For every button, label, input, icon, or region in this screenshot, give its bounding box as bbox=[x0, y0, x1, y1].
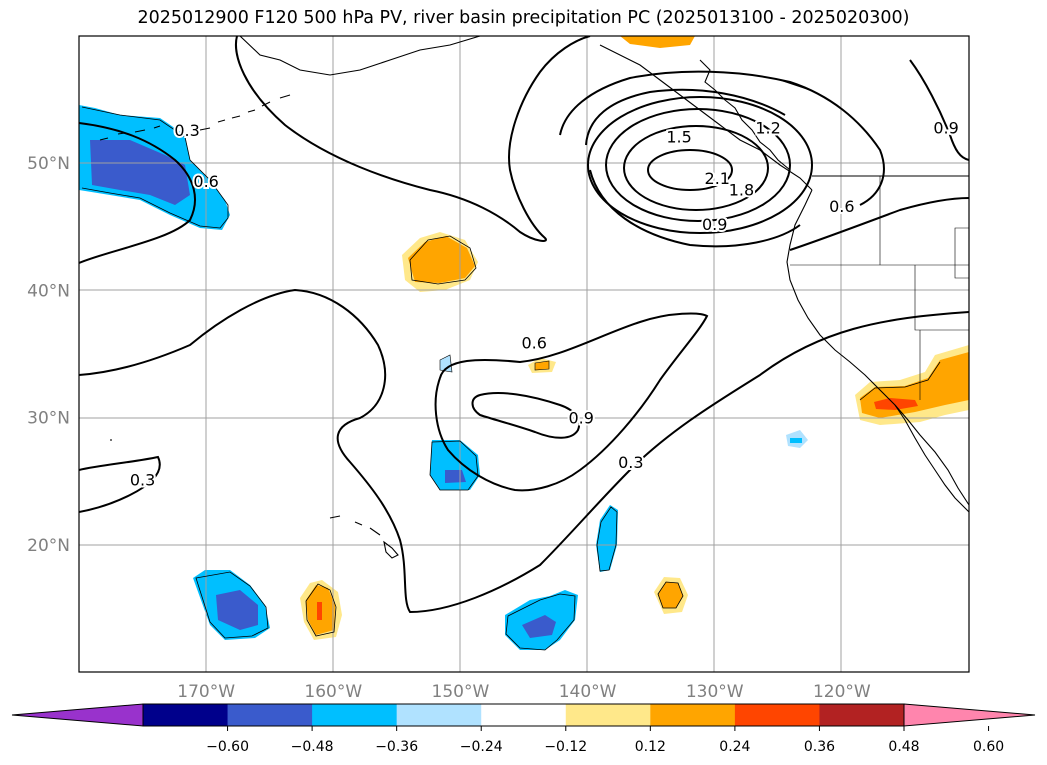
latitude-label: 50°N bbox=[27, 154, 70, 174]
latitude-label: 20°N bbox=[27, 536, 70, 556]
longitude-labels: 170°W 160°W 150°W 140°W 130°W 120°W bbox=[177, 682, 871, 702]
graticule bbox=[79, 36, 969, 672]
colorbar-extend-high bbox=[903, 703, 1036, 727]
longitude-label: 140°W bbox=[559, 682, 617, 702]
pv-contour-2.1 bbox=[647, 149, 733, 191]
pv-contour-0.6-northeast bbox=[789, 197, 969, 251]
precip-blob-positive bbox=[408, 236, 475, 283]
pv-contour-0.9-trough bbox=[589, 169, 801, 248]
precip-outline-contour bbox=[429, 440, 479, 491]
colorbar-segment bbox=[312, 704, 398, 726]
precip-blob-negative bbox=[790, 438, 802, 443]
precip-blob-negative bbox=[216, 590, 258, 630]
precip-blob-positive bbox=[657, 581, 684, 609]
colorbar-tick-label: 0.60 bbox=[973, 739, 1004, 755]
precip-outline-contour bbox=[505, 593, 576, 651]
precip-blob-positive bbox=[620, 36, 695, 48]
contour-label: 1.8 bbox=[729, 181, 754, 200]
contour-label: 0.9 bbox=[933, 118, 958, 137]
colorbar-segment bbox=[565, 704, 651, 726]
contour-label: 0.6 bbox=[193, 172, 218, 191]
map-title: 2025012900 F120 500 hPa PV, river basin … bbox=[137, 8, 910, 28]
pv-contour-0.3-central bbox=[79, 288, 969, 614]
colorbar-tick-label: 0.36 bbox=[804, 739, 835, 755]
colorbar-segment bbox=[396, 704, 482, 726]
precip-blob-negative bbox=[522, 615, 556, 638]
precip-outline-contour bbox=[81, 106, 229, 229]
latitude-label: 30°N bbox=[27, 409, 70, 429]
map-frame bbox=[78, 35, 970, 673]
colorbar-tick-label: 0.48 bbox=[888, 739, 919, 755]
contour-label: 0.3 bbox=[174, 121, 199, 140]
pv-contour-0.6-ridge bbox=[559, 70, 885, 206]
alaska-coast bbox=[239, 36, 481, 76]
contour-label: 0.3 bbox=[130, 471, 155, 490]
contour-label: 1.5 bbox=[666, 127, 691, 146]
precip-blob-positive bbox=[317, 602, 322, 620]
contour-label: 0.9 bbox=[568, 408, 593, 427]
baja-california-coast bbox=[894, 404, 969, 513]
colorbar-tick-label: 0.12 bbox=[635, 739, 666, 755]
precip-outline-contour bbox=[305, 583, 337, 637]
pv-contour-1.5 bbox=[605, 108, 791, 222]
coastlines bbox=[99, 36, 969, 559]
colorbar-segment bbox=[227, 704, 313, 726]
hawaii-islands bbox=[329, 515, 399, 559]
colorbar-tick-label: 0.24 bbox=[719, 739, 750, 755]
colorbar: −0.60 −0.48 −0.36 −0.24 −0.12 0.12 0.24 0.36 0.4… bbox=[11, 703, 1036, 755]
colorbar-tick-label: −0.24 bbox=[460, 739, 503, 755]
precip-blob-negative bbox=[430, 440, 480, 490]
us-state-borders bbox=[790, 176, 969, 400]
longitude-label: 170°W bbox=[177, 682, 235, 702]
precip-outline-contour bbox=[596, 506, 618, 572]
precip-outline-contour bbox=[409, 235, 477, 285]
pv-contour-0.3-southwest bbox=[79, 455, 161, 513]
precip-outline-contour bbox=[195, 571, 269, 639]
pv-contour-0.9-central bbox=[471, 392, 580, 439]
contour-labels: 0.30.60.30.60.90.31.5 1.22.11.80.90.60.9 bbox=[128, 116, 961, 491]
contour-label: 0.6 bbox=[521, 333, 546, 352]
colorbar-segment bbox=[734, 704, 820, 726]
precip-blob-positive bbox=[534, 360, 550, 371]
colorbar-extend-low bbox=[11, 703, 144, 727]
colorbar-segment bbox=[143, 704, 229, 726]
aleutian-islands bbox=[99, 94, 291, 141]
precip-blob-positive bbox=[874, 398, 918, 410]
colorbar-segment bbox=[819, 704, 905, 726]
contour-label: 0.3 bbox=[618, 453, 643, 472]
colorbar-segment bbox=[650, 704, 736, 726]
precip-outline bbox=[81, 106, 941, 651]
pv-contour-1.2 bbox=[587, 96, 813, 234]
pv-contour-0.9-east bbox=[909, 59, 969, 161]
pv-contour-0.3-north bbox=[235, 36, 591, 242]
longitude-label: 130°W bbox=[686, 682, 744, 702]
colorbar-tick-label: −0.12 bbox=[544, 739, 587, 755]
colorbar-tick-label: −0.36 bbox=[375, 739, 418, 755]
pv-contour-0.6-central bbox=[434, 312, 709, 492]
north-america-coast bbox=[786, 189, 969, 506]
colorbar-outline bbox=[142, 703, 905, 727]
pv-contour-0.9-ridge bbox=[585, 88, 786, 146]
latitude-label: 40°N bbox=[27, 281, 70, 301]
contour-label: 0.9 bbox=[702, 215, 727, 234]
precip-blob-negative bbox=[439, 354, 453, 373]
longitude-label: 160°W bbox=[304, 682, 362, 702]
colorbar-segment bbox=[481, 704, 567, 726]
contour-label: 1.2 bbox=[755, 118, 780, 137]
pv-contour-1.8 bbox=[623, 125, 769, 211]
pv-contours bbox=[79, 36, 969, 614]
pv-contour-0.6-west bbox=[79, 122, 196, 264]
precip-blob-negative bbox=[445, 470, 466, 483]
latitude-labels: 20°N 30°N 40°N 50°N bbox=[27, 154, 70, 556]
precip-outline-contour bbox=[859, 361, 941, 401]
precip-blob-negative bbox=[90, 140, 190, 205]
longitude-label: 120°W bbox=[813, 682, 871, 702]
longitude-label: 150°W bbox=[432, 682, 490, 702]
colorbar-tick-label: −0.60 bbox=[206, 739, 249, 755]
colorbar-tick-label: −0.48 bbox=[291, 739, 334, 755]
alaska-southeast-coast bbox=[599, 44, 813, 191]
contour-label: 0.6 bbox=[829, 197, 854, 216]
contour-label: 2.1 bbox=[705, 169, 730, 188]
